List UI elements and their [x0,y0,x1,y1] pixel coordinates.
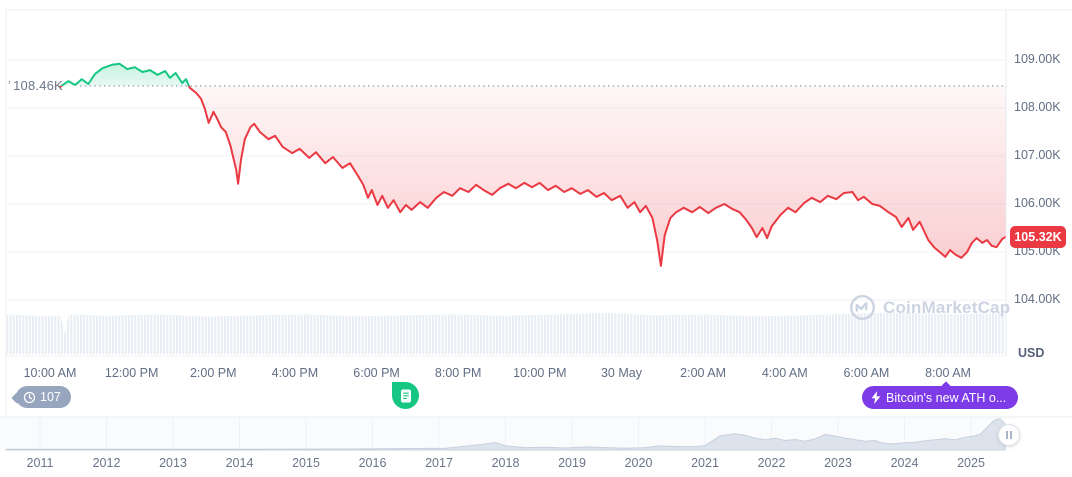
x-axis-tick: 30 May [600,366,642,380]
drag-handle-icon [1010,431,1012,439]
drag-handle-icon [1006,431,1008,439]
ath-event-badge[interactable]: Bitcoin's new ATH o... [862,386,1019,409]
coinmarketcap-watermark: CoinMarketCap [849,294,1010,321]
x-axis-tick: 6:00 PM [353,366,400,380]
volume-bars [7,312,1005,354]
x-axis-tick: 4:00 PM [271,366,319,380]
x-axis-tick: 2:00 PM [189,366,237,380]
x-axis-tick: 12:00 PM [104,366,159,380]
baseline-price-value: 108.46K [13,78,63,93]
x-axis-tick: 10:00 AM [23,366,77,380]
timeline-range-handle[interactable] [998,424,1020,446]
timeline-year-tick[interactable]: 2017 [425,456,453,470]
timeline-minimap[interactable] [0,416,1072,451]
news-event-marker[interactable] [392,382,419,409]
y-axis-tick: 106.00K [1014,196,1061,210]
x-axis-tick: 2:00 AM [680,366,727,380]
y-axis-tick: 104.00K [1014,292,1061,306]
timeline-year-tick[interactable]: 2011 [26,456,54,470]
x-axis-tick: 8:00 AM [925,366,971,380]
minimap-history-area [5,418,1006,451]
price-area-up [59,63,1006,86]
x-axis-tick: 4:00 AM [761,366,808,380]
price-area-down [59,85,1006,266]
price-line-down [58,85,1006,267]
timeline-year-tick[interactable]: 2013 [159,456,187,470]
timeline-year-tick[interactable]: 2016 [358,456,387,470]
y-axis-tick: 109.00K [1014,52,1061,66]
timeline-year-tick[interactable]: 2020 [624,456,653,470]
baseline-marker: ’ [8,78,12,93]
timeline-year-tick[interactable]: 2022 [757,456,786,470]
y-axis-tick: 108.00K [1014,100,1061,114]
y-axis-tick: 107.00K [1014,148,1061,162]
timeline-year-tick[interactable]: 2021 [691,456,719,470]
watermark-text: CoinMarketCap [883,297,1011,317]
coinmarketcap-logo-icon [849,294,876,321]
lightning-icon [871,391,881,404]
document-icon [400,389,411,402]
annotations-count: 107 [40,390,61,404]
timeline-year-tick[interactable]: 2018 [491,456,520,470]
timeline-year-tick[interactable]: 2015 [292,456,320,470]
x-axis-tick: 8:00 PM [434,366,482,380]
timeline-year-tick[interactable]: 2023 [824,456,852,470]
timeline-year-tick[interactable]: 2025 [957,456,985,470]
timeline-year-tick[interactable]: 2019 [558,456,586,470]
price-annotations-count-badge[interactable]: 107 [16,386,71,408]
x-axis-tick: 10:00 PM [513,366,567,380]
x-axis-tick: 6:00 AM [843,366,890,380]
timeline-year-tick[interactable]: 2012 [92,456,121,470]
axis-unit-label: USD [1018,346,1045,360]
current-price-badge: 105.32K [1010,226,1066,248]
ath-badge-text: Bitcoin's new ATH o... [886,390,1007,405]
baseline-price-label: ’ 108.46K [8,78,63,93]
clock-icon [23,391,36,403]
timeline-year-tick[interactable]: 2014 [225,456,254,470]
timeline-year-tick[interactable]: 2024 [890,456,919,470]
